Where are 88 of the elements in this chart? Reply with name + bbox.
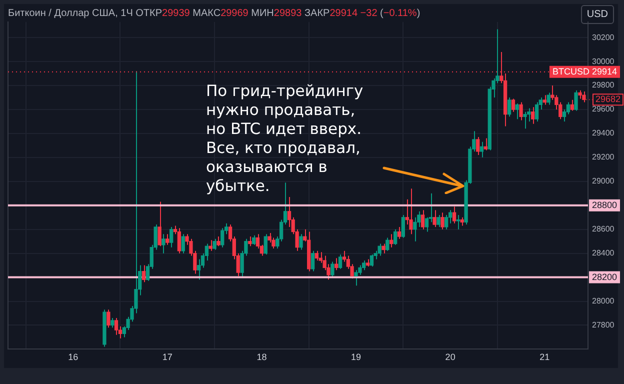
candlestick: [480, 141, 484, 158]
candlestick: [216, 236, 220, 247]
y-tick-label: 29200: [592, 152, 615, 162]
chart-title: Биткоин / Доллар США, 1Ч: [8, 8, 134, 19]
y-tick-label: 27800: [592, 320, 615, 330]
candlestick: [409, 188, 413, 235]
candlestick: [432, 210, 436, 228]
candlestick: [534, 102, 539, 122]
y-tick-label: 30000: [592, 56, 615, 66]
candlestick: [196, 258, 201, 280]
x-tick-label: 17: [162, 352, 172, 362]
candlestick: [570, 99, 574, 112]
candlestick: [177, 228, 181, 254]
candlestick: [542, 94, 546, 106]
candlestick: [256, 234, 260, 250]
candlestick: [212, 238, 216, 250]
candlestick: [378, 243, 382, 256]
candlestick: [264, 234, 268, 256]
candlestick: [507, 97, 512, 118]
candlestick: [220, 228, 224, 248]
y-tick-label: 28400: [592, 248, 615, 258]
candlestick: [299, 234, 303, 250]
candlestick: [456, 214, 460, 230]
candlestick: [574, 90, 578, 112]
candlestick: [314, 250, 319, 262]
candlestick: [310, 250, 315, 272]
y-tick-label: 29400: [592, 128, 615, 138]
ref-line-label: 28800: [592, 200, 617, 210]
candlestick: [158, 201, 162, 247]
candlestick: [181, 234, 185, 254]
candlestick: [531, 106, 535, 124]
candlestick: [142, 264, 146, 283]
candlestick: [106, 309, 110, 328]
candlestick: [476, 136, 480, 156]
candlestick: [405, 198, 409, 226]
candlestick: [162, 234, 166, 254]
candlestick: [582, 91, 586, 103]
annotation: 29682: [595, 94, 621, 104]
candlestick: [444, 214, 448, 230]
y-tick-label: 29800: [592, 80, 615, 90]
candlestick: [334, 258, 338, 271]
candlestick: [515, 103, 519, 120]
candlestick: [362, 260, 366, 271]
candlestick: [436, 214, 440, 228]
candlestick: [114, 318, 118, 336]
candlestick: [413, 216, 417, 242]
candlestick: [440, 212, 444, 230]
candlestick: [390, 234, 394, 248]
candlestick: [397, 226, 402, 240]
candlestick: [166, 234, 170, 246]
candlestick: [382, 243, 386, 254]
x-tick-label: 18: [256, 352, 267, 362]
x-tick-label: 20: [445, 352, 456, 362]
y-tick-label: 28600: [592, 224, 615, 234]
candlestick: [484, 138, 488, 151]
x-tick-label: 21: [540, 352, 550, 362]
candlestick: [386, 237, 390, 252]
x-tick-label: 19: [350, 352, 362, 362]
candlestick: [110, 318, 114, 328]
candlestick: [370, 254, 374, 267]
candlestick: [420, 210, 425, 230]
text: USD: [580, 5, 614, 24]
candlestick: [546, 92, 550, 106]
x-tick-label: 16: [68, 352, 78, 362]
y-tick-label: 30200: [592, 32, 615, 42]
text: ОТКР29939 МАКС29969 МИН29893 ЗАКР29914 −32 (−0.11%): [136, 8, 420, 19]
annotation: По грид-трейдингу нужно продавать, но BTC идет вверх. Все, кто продавал, оказываются в убытке.: [206, 82, 364, 196]
candlestick: [562, 108, 566, 122]
candlestick: [330, 261, 334, 278]
candlestick: [511, 98, 516, 112]
candlestick: [338, 254, 342, 270]
candlestick: [248, 236, 252, 247]
y-tick-label: 29000: [592, 176, 615, 186]
candlestick: [523, 111, 527, 130]
ref-line-label: BTCUSD 29914: [552, 66, 617, 76]
candlestick: [452, 206, 456, 224]
candlestick: [252, 234, 256, 246]
candlestick: [170, 226, 174, 248]
candlestick: [208, 240, 212, 252]
y-tick-label: 28000: [592, 296, 615, 306]
candlestick: [272, 237, 276, 250]
candlestick: [424, 216, 429, 232]
candlestick: [393, 228, 398, 246]
ref-line-label: 28200: [592, 272, 617, 282]
y-tick-label: 29600: [592, 104, 615, 114]
candlestick: [354, 270, 358, 286]
candlestick: [519, 102, 523, 121]
candlestick: [401, 214, 405, 238]
